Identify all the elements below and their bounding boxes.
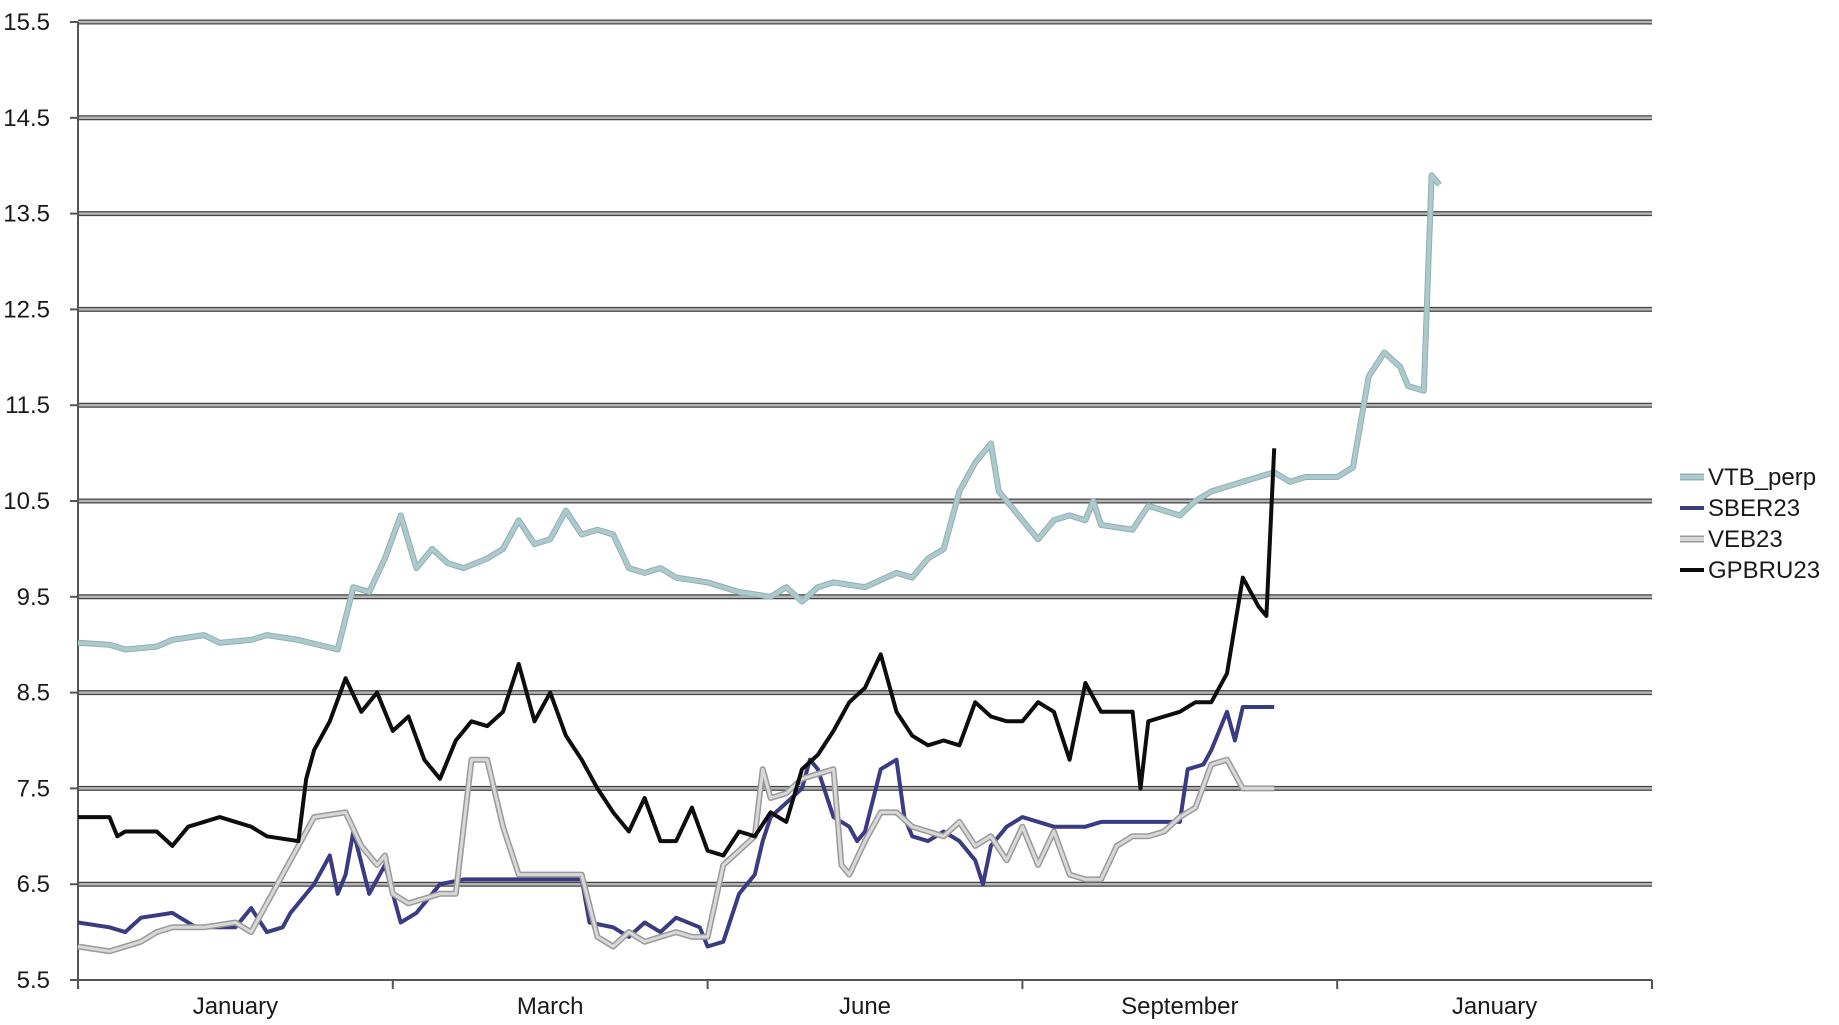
y-tick-label: 13.5 (3, 201, 50, 228)
y-tick-label: 7.5 (17, 775, 50, 802)
legend-label-gpbru23: GPBRU23 (1708, 557, 1820, 584)
y-tick-label: 10.5 (3, 488, 50, 515)
x-tick-label: September (1121, 993, 1238, 1020)
y-tick-label: 14.5 (3, 105, 50, 132)
series-line-vtb-perp (77, 173, 1442, 652)
series-lines (77, 172, 1442, 955)
x-tick-labels: January March June September January (193, 993, 1538, 1020)
legend-label-sber23: SBER23 (1708, 495, 1800, 522)
y-tick-label: 15.5 (3, 9, 50, 36)
y-tick-label: 6.5 (17, 871, 50, 898)
legend: VTB_perp SBER23 VEB23 GPBRU23 (1680, 464, 1820, 584)
y-tick-labels: 5.5 6.5 7.5 8.5 9.5 10.5 11.5 12.5 13.5 14.5 15.5 (3, 9, 50, 994)
y-tick-label: 5.5 (17, 967, 50, 994)
series-line-veb23 (77, 758, 1275, 953)
x-tick-label: January (193, 993, 278, 1020)
series-line-sber23 (77, 705, 1275, 949)
series-line-gpbru23 (78, 448, 1277, 858)
legend-label-veb23: VEB23 (1708, 526, 1783, 553)
series-line-vtb-perp-outline (77, 172, 1442, 653)
x-tick-label: January (1452, 993, 1537, 1020)
x-tick-label: June (839, 993, 891, 1020)
legend-label-vtb-perp: VTB_perp (1708, 464, 1816, 491)
y-tick-label: 8.5 (17, 680, 50, 707)
y-tick-label: 9.5 (17, 584, 50, 611)
axes (70, 21, 1653, 989)
y-tick-label: 11.5 (5, 392, 50, 419)
x-tick-label: March (517, 993, 584, 1020)
y-tick-label: 12.5 (3, 296, 50, 323)
